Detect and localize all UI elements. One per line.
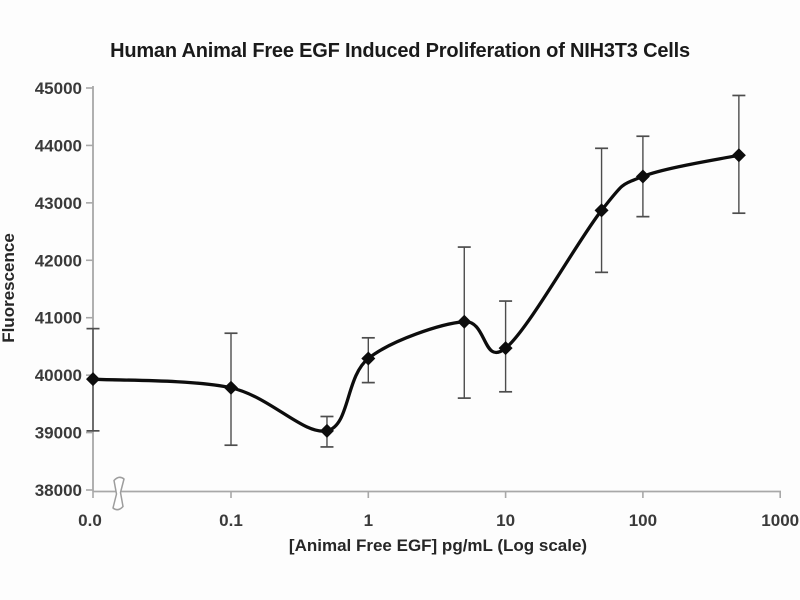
data-point-marker	[224, 380, 238, 395]
x-tick-label: 100	[629, 511, 657, 530]
y-tick-label: 44000	[35, 136, 82, 155]
data-series	[86, 94, 746, 448]
x-tick-label: 10	[496, 511, 515, 530]
y-tick-label: 39000	[35, 424, 82, 443]
x-tick-label: 0.0	[78, 511, 102, 530]
data-point-marker	[594, 203, 609, 218]
axes: 38000 39000 40000 41000 42000 43000 44000 45000…	[35, 79, 799, 530]
y-tick-label: 41000	[35, 309, 82, 328]
chart-title: Human Animal Free EGF Induced Proliferat…	[110, 40, 690, 62]
data-point-marker	[361, 351, 376, 366]
data-point-marker	[457, 314, 472, 329]
y-tick-label: 45000	[35, 79, 82, 98]
data-point-marker	[319, 423, 334, 438]
x-tick-label: 1000	[761, 511, 799, 530]
axis-break-icon	[112, 476, 125, 511]
x-axis-title: [Animal Free EGF] pg/mL (Log scale)	[289, 536, 587, 555]
y-tick-label: 43000	[35, 194, 82, 213]
data-point-marker	[498, 341, 513, 356]
data-point-marker	[731, 148, 746, 163]
y-tick-label: 40000	[35, 366, 82, 385]
y-tick-label: 42000	[35, 251, 82, 270]
data-point-marker	[86, 372, 100, 387]
x-tick-label: 0.1	[219, 511, 243, 530]
y-axis-title: Fluorescence	[0, 233, 18, 343]
y-tick-label: 38000	[35, 481, 82, 500]
data-point-marker	[635, 169, 650, 184]
x-tick-label: 1	[364, 511, 373, 530]
series-curve	[91, 153, 741, 433]
